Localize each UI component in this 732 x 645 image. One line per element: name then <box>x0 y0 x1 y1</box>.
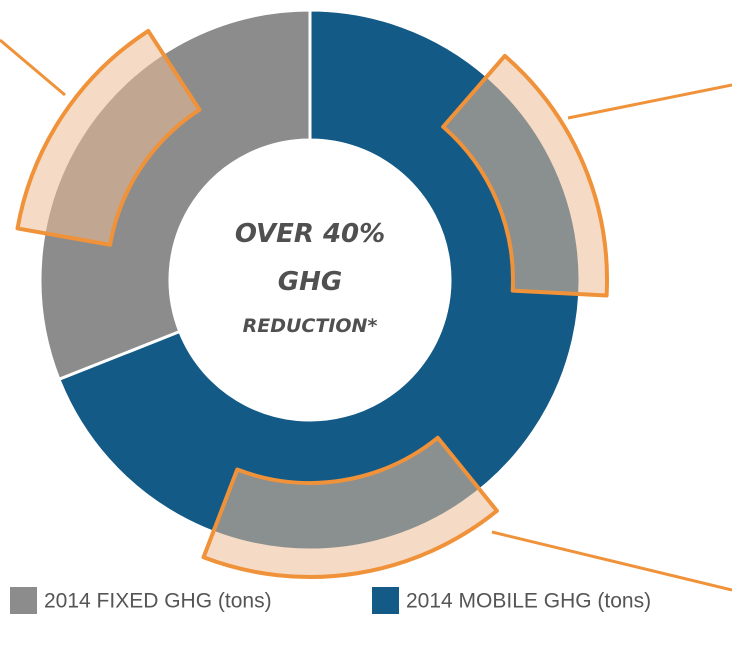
highlight-band <box>201 435 499 579</box>
legend-label: 2014 FIXED GHG (tons) <box>44 590 272 613</box>
highlights <box>0 28 732 592</box>
callout-line <box>491 530 732 592</box>
highlight-band <box>15 28 202 247</box>
callout-line <box>567 83 732 120</box>
callout-line <box>0 38 66 97</box>
highlight-band <box>441 53 609 298</box>
legend-swatch <box>10 587 37 614</box>
center-text: OVER 40% <box>235 219 385 249</box>
legend: 2014 FIXED GHG (tons) 2014 MOBILE GHG (to… <box>10 587 651 614</box>
center-text: REDUCTION* <box>243 315 378 337</box>
legend-label: 2014 MOBILE GHG (tons) <box>406 590 651 613</box>
center-text: GHG <box>278 267 342 297</box>
legend-swatch <box>372 587 399 614</box>
